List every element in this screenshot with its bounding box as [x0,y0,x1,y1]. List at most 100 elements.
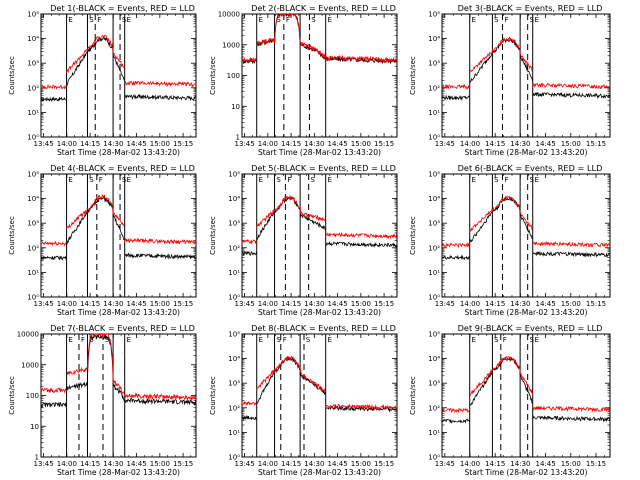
y-tick-label: 10¹ [228,429,240,437]
x-axis-label: Start Time (28-Mar-02 13:43:20) [258,468,381,477]
y-tick-label: 1 [236,134,240,142]
panel-title: Det 7(-BLACK = Events, RED = LLD [50,323,195,333]
series-lld-line [124,392,197,402]
x-tick-label: 13:45 [33,300,53,308]
y-tick-label: 10³ [27,60,39,68]
series-events-line [441,254,470,261]
x-tick-label: 15:15 [586,300,606,308]
interval-letter: E [126,336,130,344]
y-tick-label: 10⁴ [428,195,440,203]
y-tick-label: 10⁴ [228,195,240,203]
series-events-line [124,93,197,102]
x-tick-label: 14:45 [327,300,347,308]
y-tick-label: 10⁵ [428,11,440,19]
plot-frame [441,333,611,458]
y-tick-label: 10 [231,103,240,111]
series-lld-line [40,387,67,394]
series-events-line [256,355,326,405]
y-axis-label: Counts/sec [409,216,417,255]
interval-letter: E [126,176,130,184]
interval-letter: S [310,176,315,184]
interval-letter: S [89,176,94,184]
series-events-line [124,252,197,260]
interval-letter: E [259,16,263,24]
interval-letter: S [529,176,534,184]
series-events-line [532,91,611,99]
y-tick-label: 10¹ [428,429,440,437]
panel-title: Det 2(-BLACK = Events, RED = LLD [251,3,396,13]
y-axis-label: Counts/sec [209,56,217,95]
y-tick-label: 10² [228,244,240,252]
panel-title: Det 4(-BLACK = Events, RED = LLD [50,163,195,173]
interval-letter: E [327,336,331,344]
y-tick-label: 10³ [428,380,440,388]
x-tick-label: 14:15 [485,300,505,308]
y-tick-label: 10000 [218,11,240,19]
interval-letter: E [68,176,72,184]
interval-letter: S [529,336,534,344]
y-tick-label: 10⁰ [428,294,440,302]
interval-letter: S [529,16,534,24]
y-tick-label: 10⁵ [428,331,440,339]
y-tick-label: 10³ [228,380,240,388]
x-tick-label: 13:45 [435,460,455,468]
series-lld-line [40,83,67,90]
y-tick-label: 10⁰ [428,134,440,142]
series-events-line [256,196,326,241]
x-tick-label: 14:30 [510,140,530,148]
x-tick-label: 14:00 [258,300,278,308]
x-tick-label: 14:45 [126,140,146,148]
series-lld-line [441,407,470,414]
x-tick-label: 13:45 [33,460,53,468]
series-lld-line [532,82,611,90]
series-events-line [469,37,533,84]
series-lld-line [124,237,197,245]
x-tick-label: 13:45 [435,140,455,148]
series-events-line [469,195,533,243]
panel-det-7: Det 7(-BLACK = Events, RED = LLD 1 10 100 10… [8,323,197,477]
panel-title: Det 8(-BLACK = Events, RED = LLD [251,323,396,333]
panel-det-6: Det 6(-BLACK = Events, RED = LLD 10⁰ 10¹ 10… [409,163,611,317]
x-tick-label: 14:45 [536,300,556,308]
x-tick-label: 14:00 [258,140,278,148]
y-tick-label: 10² [27,244,39,252]
panel-title: Det 1(-BLACK = Events, RED = LLD [50,3,195,13]
x-tick-label: 14:00 [460,460,480,468]
panel-det-5: Det 5(-BLACK = Events, RED = LLD 10⁰ 10¹ 10… [209,163,398,317]
panel-det-3: Det 3(-BLACK = Events, RED = LLD 10⁰ 10¹ 10… [409,3,611,157]
interval-letter: E [535,336,539,344]
x-axis-label: Start Time (28-Mar-02 13:43:20) [57,308,180,317]
y-tick-label: 10² [228,404,240,412]
y-tick-label: 10⁰ [27,134,39,142]
y-tick-label: 10¹ [428,269,440,277]
interval-letter: S [494,176,499,184]
x-tick-label: 14:15 [281,140,301,148]
y-tick-label: 1000 [222,41,240,49]
y-tick-label: 10¹ [27,109,39,117]
panel-title: Det 5(-BLACK = Events, RED = LLD [251,163,396,173]
series-events-line [532,415,611,423]
y-axis-label: Counts/sec [409,376,417,415]
y-tick-label: 10⁰ [27,294,39,302]
x-tick-label: 13:45 [33,140,53,148]
x-tick-label: 15:00 [351,140,371,148]
series-events-line [441,94,470,102]
y-tick-label: 10³ [228,220,240,228]
series-lld-line [469,195,533,232]
y-tick-label: 10² [428,244,440,252]
y-tick-label: 10¹ [228,269,240,277]
series-events-line [325,55,398,65]
y-tick-label: 10⁵ [228,331,240,339]
panel-title: Det 3(-BLACK = Events, RED = LLD [458,3,603,13]
interval-letter: E [472,336,476,344]
series-lld-line [241,401,257,407]
panel-det-2: Det 2(-BLACK = Events, RED = LLD 1 10 100 10… [209,3,398,157]
x-axis-label: Start Time (28-Mar-02 13:43:20) [464,468,587,477]
y-tick-label: 10⁴ [27,35,39,43]
plot-frame [441,173,611,298]
y-tick-label: 10² [428,84,440,92]
interval-letter: E [327,176,331,184]
series-lld-line [66,34,125,74]
y-tick-label: 100 [26,392,39,400]
interval-letter: F [504,176,508,184]
